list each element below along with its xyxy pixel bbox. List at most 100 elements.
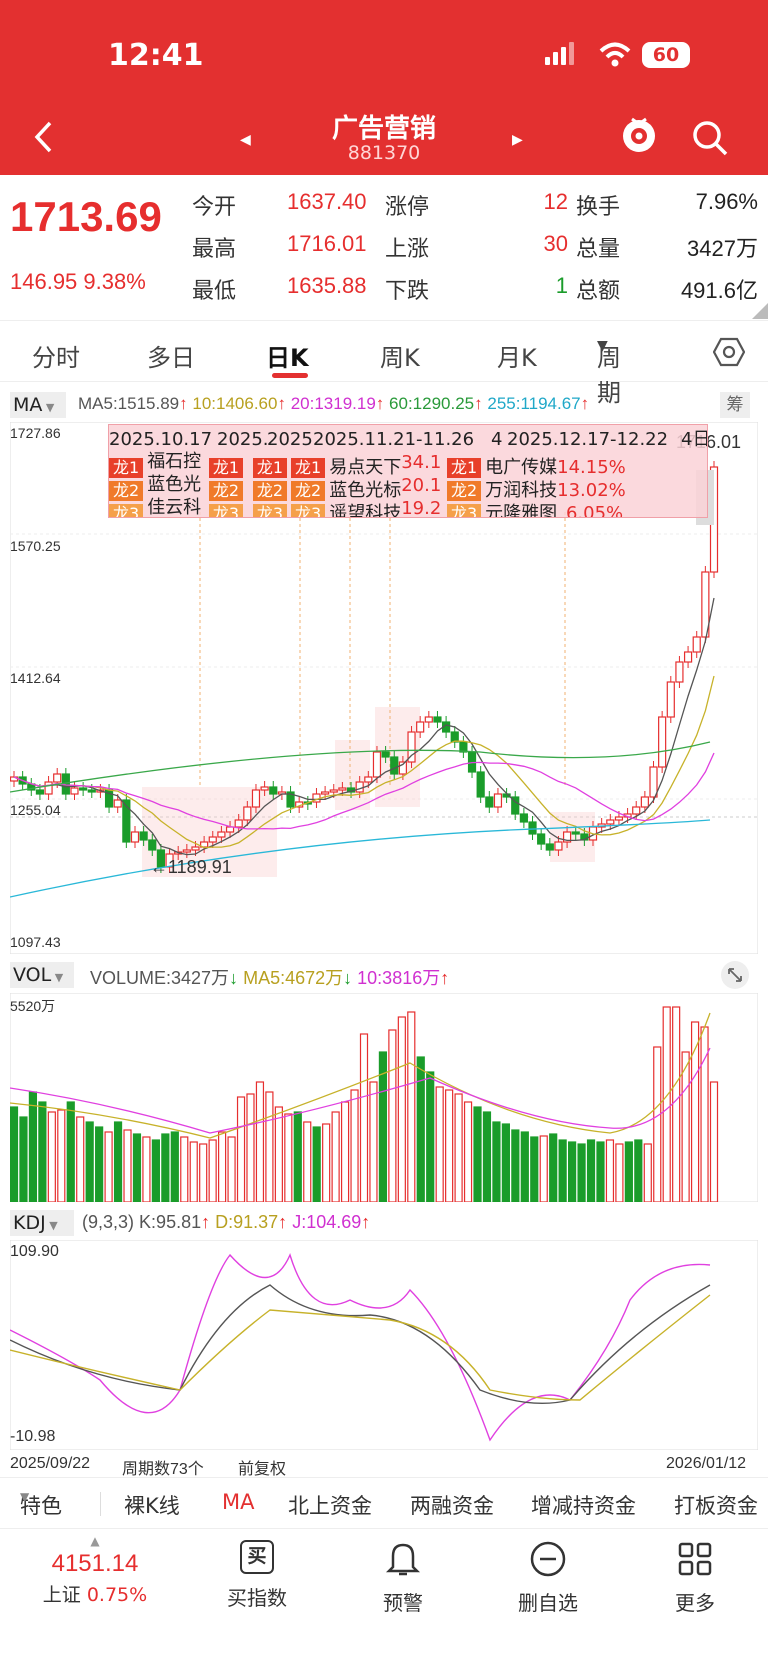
- quote-count: 12: [543, 189, 568, 214]
- candle: [545, 843, 554, 851]
- alert-button[interactable]: 预警: [358, 1540, 448, 1616]
- date-start: 2025/09/22: [10, 1455, 91, 1472]
- volume-bar: [454, 1093, 463, 1202]
- dragon-tag: 龙2: [208, 481, 244, 501]
- indicator-toolbar: 特色 ▼ 裸K线 MA 北上资金 两融资金 增减持资金 打板资金: [0, 1477, 768, 1529]
- vol-axis-top: 5520万: [10, 998, 56, 1014]
- candle: [122, 799, 131, 843]
- quote-value: 1716.01: [287, 231, 367, 256]
- volume-bar: [549, 1133, 558, 1202]
- candle: [476, 771, 485, 798]
- remove-watchlist-button[interactable]: 删自选: [503, 1540, 593, 1616]
- low-marker-label: ←1189.91: [150, 857, 232, 877]
- volume-bar: [246, 1093, 255, 1202]
- volume-bar: [643, 1143, 652, 1202]
- candle: [251, 789, 261, 808]
- candle: [148, 839, 157, 851]
- volume-bar: [596, 1141, 605, 1202]
- volume-bar: [274, 1106, 283, 1202]
- adjust-mode[interactable]: 前复权: [238, 1461, 287, 1478]
- kdj-selector[interactable]: KDJ ▼: [10, 1210, 74, 1236]
- candle: [338, 787, 347, 791]
- volume-bar: [662, 1006, 671, 1202]
- volume-chart[interactable]: [10, 993, 758, 1202]
- volume-bar: [407, 1011, 416, 1202]
- candle: [191, 846, 200, 851]
- tool-limit-board[interactable]: 打板资金: [674, 1494, 758, 1518]
- candlestick-chart[interactable]: [10, 422, 758, 954]
- candle: [70, 787, 79, 795]
- volume-bar: [293, 1111, 302, 1202]
- kdj-legend: (9,3,3) K:95.81↑ D:91.37↑ J:104.69↑: [82, 1212, 371, 1232]
- tool-naked-k[interactable]: 裸K线: [124, 1494, 180, 1518]
- more-button[interactable]: 更多: [650, 1540, 740, 1616]
- k-axis-4: 1255.04: [10, 802, 61, 818]
- tab-dayk[interactable]: 日K: [266, 344, 309, 372]
- mascot-icon[interactable]: [618, 113, 660, 155]
- candle: [225, 826, 235, 833]
- buy-index-button[interactable]: 买 买指数: [212, 1540, 302, 1611]
- next-arrow-icon[interactable]: ▶: [512, 132, 523, 148]
- volume-bar: [681, 1051, 690, 1202]
- volume-bar: [303, 1121, 312, 1202]
- settings-icon[interactable]: [713, 337, 745, 367]
- candle: [165, 853, 174, 868]
- candle: [537, 833, 546, 845]
- chip-button[interactable]: 筹: [720, 392, 750, 418]
- dragon-tag: 龙1: [291, 458, 326, 478]
- tool-northbound[interactable]: 北上资金: [288, 1494, 372, 1518]
- dragon-stock: 佳云科: [147, 497, 202, 518]
- dragon-stock: 遥望科技: [329, 503, 402, 518]
- dragon-list-panel[interactable]: 2025.10.17 2025.20252025.11.21-11.26 4 2025…: [108, 424, 708, 518]
- candle: [450, 731, 459, 743]
- dragon-pct: 13.02%: [557, 480, 626, 501]
- volume-bar: [435, 1086, 444, 1202]
- volume-bar: [605, 1139, 615, 1202]
- volume-bar: [672, 1006, 681, 1202]
- quote-label: 今开: [192, 195, 237, 220]
- tab-multiday[interactable]: 多日: [147, 344, 195, 372]
- quote-label: 上涨: [385, 237, 430, 262]
- volume-bar: [189, 1141, 198, 1202]
- index-quote[interactable]: ▲ 4151.14 上证 0.75%: [42, 1534, 148, 1606]
- volume-bar: [132, 1133, 142, 1202]
- kdj-chart[interactable]: [10, 1240, 758, 1450]
- tab-monthk[interactable]: 月K: [497, 344, 537, 372]
- volume-bar: [350, 1089, 359, 1202]
- tab-fenshi[interactable]: 分时: [32, 344, 80, 372]
- vol-selector[interactable]: VOL ▼: [10, 962, 74, 988]
- price-change: 146.95 9.38%: [10, 269, 146, 294]
- candle: [208, 836, 217, 843]
- quote-label: 涨停: [385, 195, 430, 220]
- expand-icon[interactable]: [720, 960, 750, 990]
- ma-selector[interactable]: MA ▼: [10, 392, 66, 418]
- quote-value: 491.6亿: [680, 278, 758, 303]
- volume-bar: [539, 1135, 548, 1202]
- tab-weekk[interactable]: 周K: [380, 344, 420, 372]
- candle: [87, 789, 96, 793]
- dragon-tag: 龙2: [446, 481, 482, 501]
- kdj-axis-bottom: -10.98: [10, 1428, 56, 1445]
- volume-bar: [104, 1131, 113, 1202]
- volume-bar: [378, 1051, 388, 1202]
- tool-margin[interactable]: 两融资金: [410, 1494, 494, 1518]
- tool-ma[interactable]: MA: [222, 1490, 255, 1514]
- dragon-tag: 龙3: [109, 504, 144, 517]
- volume-bar: [312, 1126, 321, 1202]
- quote-count: 1: [555, 273, 568, 298]
- corner-fold-icon: [752, 303, 768, 319]
- tool-holding-change[interactable]: 增减持资金: [531, 1494, 636, 1518]
- volume-bar: [180, 1136, 189, 1202]
- candle: [321, 791, 330, 795]
- dragon-stock: 万润科技: [485, 480, 558, 501]
- prev-arrow-icon[interactable]: ◀: [240, 132, 251, 148]
- volume-bar: [426, 1071, 435, 1202]
- candle: [416, 721, 425, 733]
- back-icon[interactable]: [32, 120, 56, 154]
- dragon-tag: 龙3: [252, 504, 288, 517]
- volume-bar: [558, 1139, 567, 1202]
- volume-bar: [142, 1136, 151, 1202]
- dragon-pct: 14.15%: [557, 457, 626, 478]
- search-icon[interactable]: [690, 118, 730, 158]
- volume-bar: [473, 1106, 482, 1202]
